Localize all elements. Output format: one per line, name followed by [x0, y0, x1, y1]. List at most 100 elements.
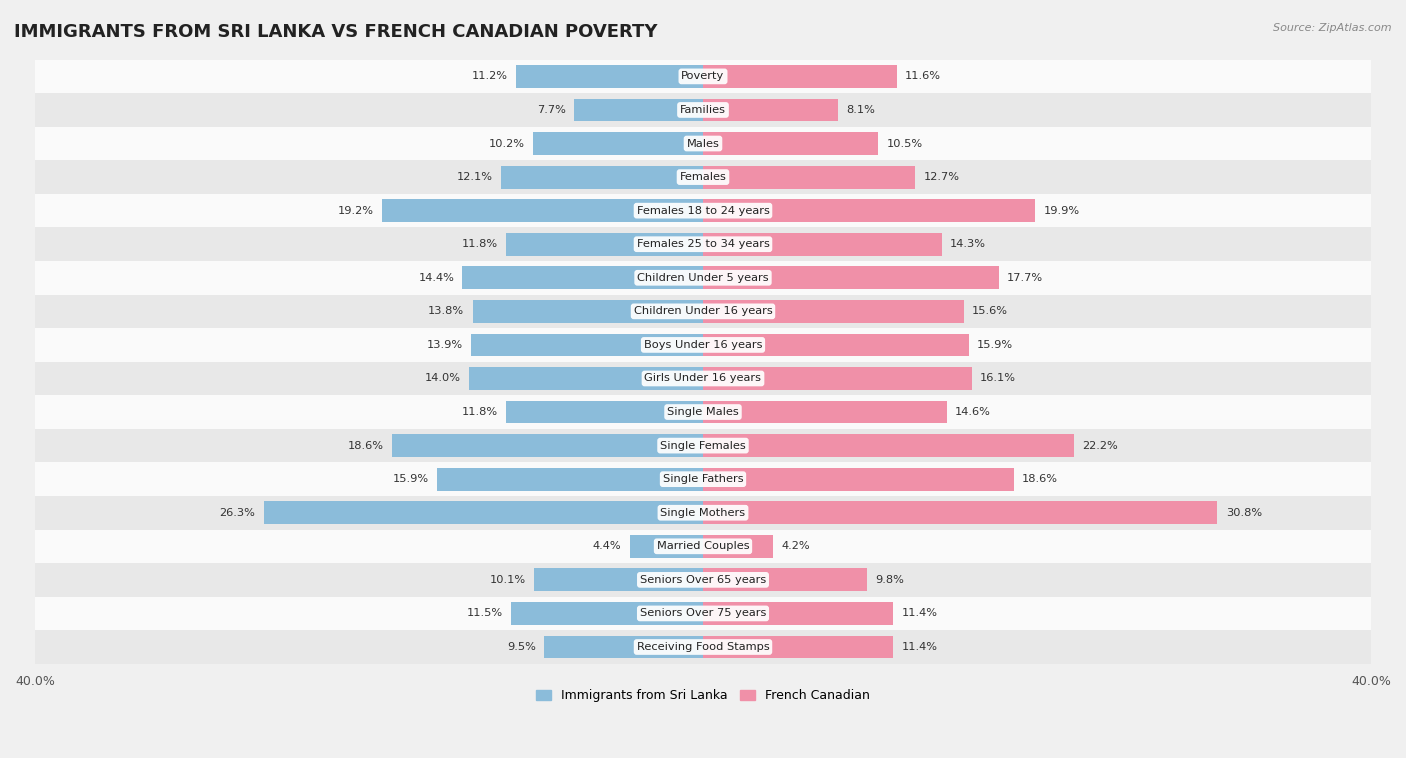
Bar: [630, 535, 703, 558]
Bar: [516, 65, 703, 88]
Bar: [703, 300, 963, 323]
Bar: [506, 233, 703, 255]
Bar: [703, 233, 942, 255]
Text: 4.4%: 4.4%: [592, 541, 621, 551]
Text: 11.8%: 11.8%: [461, 407, 498, 417]
Text: 11.6%: 11.6%: [905, 71, 941, 81]
Bar: [703, 199, 1035, 222]
Bar: [472, 300, 703, 323]
Bar: [437, 468, 703, 490]
Bar: [703, 401, 946, 424]
Text: 11.8%: 11.8%: [461, 240, 498, 249]
Bar: [703, 65, 897, 88]
Bar: [35, 194, 1371, 227]
Text: 30.8%: 30.8%: [1226, 508, 1261, 518]
Text: 16.1%: 16.1%: [980, 374, 1017, 384]
Bar: [575, 99, 703, 121]
Text: Females: Females: [679, 172, 727, 182]
Text: 7.7%: 7.7%: [537, 105, 567, 115]
Bar: [35, 127, 1371, 160]
Text: 26.3%: 26.3%: [219, 508, 256, 518]
Text: 10.1%: 10.1%: [489, 575, 526, 585]
Text: 19.2%: 19.2%: [337, 205, 374, 216]
Bar: [703, 501, 1218, 524]
Bar: [703, 602, 893, 625]
Text: 18.6%: 18.6%: [1022, 475, 1057, 484]
Text: 12.1%: 12.1%: [457, 172, 492, 182]
Bar: [471, 334, 703, 356]
Bar: [470, 367, 703, 390]
Bar: [703, 636, 893, 659]
Bar: [501, 166, 703, 189]
Text: Females 25 to 34 years: Females 25 to 34 years: [637, 240, 769, 249]
Text: 22.2%: 22.2%: [1083, 440, 1118, 450]
Text: Seniors Over 65 years: Seniors Over 65 years: [640, 575, 766, 585]
Bar: [506, 401, 703, 424]
Bar: [703, 468, 1014, 490]
Bar: [703, 266, 998, 290]
Bar: [544, 636, 703, 659]
Bar: [703, 535, 773, 558]
Text: Females 18 to 24 years: Females 18 to 24 years: [637, 205, 769, 216]
Text: Boys Under 16 years: Boys Under 16 years: [644, 340, 762, 350]
Text: 14.4%: 14.4%: [418, 273, 454, 283]
Text: 17.7%: 17.7%: [1007, 273, 1043, 283]
Bar: [35, 362, 1371, 395]
Text: 9.8%: 9.8%: [875, 575, 904, 585]
Bar: [264, 501, 703, 524]
Text: Single Mothers: Single Mothers: [661, 508, 745, 518]
Bar: [533, 132, 703, 155]
Text: 14.0%: 14.0%: [425, 374, 461, 384]
Text: Single Males: Single Males: [666, 407, 740, 417]
Bar: [35, 630, 1371, 664]
Bar: [392, 434, 703, 457]
Text: 18.6%: 18.6%: [349, 440, 384, 450]
Bar: [35, 295, 1371, 328]
Text: Source: ZipAtlas.com: Source: ZipAtlas.com: [1274, 23, 1392, 33]
Text: Receiving Food Stamps: Receiving Food Stamps: [637, 642, 769, 652]
Bar: [35, 563, 1371, 597]
Bar: [35, 261, 1371, 295]
Bar: [35, 395, 1371, 429]
Text: 11.5%: 11.5%: [467, 609, 502, 619]
Text: 14.6%: 14.6%: [955, 407, 991, 417]
Bar: [510, 602, 703, 625]
Bar: [703, 367, 972, 390]
Legend: Immigrants from Sri Lanka, French Canadian: Immigrants from Sri Lanka, French Canadi…: [531, 684, 875, 707]
Text: 15.9%: 15.9%: [392, 475, 429, 484]
Text: Seniors Over 75 years: Seniors Over 75 years: [640, 609, 766, 619]
Bar: [35, 160, 1371, 194]
Text: 11.4%: 11.4%: [901, 642, 938, 652]
Bar: [534, 568, 703, 591]
Bar: [703, 132, 879, 155]
Bar: [703, 99, 838, 121]
Text: IMMIGRANTS FROM SRI LANKA VS FRENCH CANADIAN POVERTY: IMMIGRANTS FROM SRI LANKA VS FRENCH CANA…: [14, 23, 658, 41]
Text: 14.3%: 14.3%: [950, 240, 986, 249]
Text: 15.6%: 15.6%: [972, 306, 1008, 316]
Text: Married Couples: Married Couples: [657, 541, 749, 551]
Text: 4.2%: 4.2%: [782, 541, 810, 551]
Text: Children Under 5 years: Children Under 5 years: [637, 273, 769, 283]
Bar: [35, 496, 1371, 530]
Text: 11.4%: 11.4%: [901, 609, 938, 619]
Bar: [35, 530, 1371, 563]
Text: Single Females: Single Females: [661, 440, 745, 450]
Text: 10.2%: 10.2%: [488, 139, 524, 149]
Text: Girls Under 16 years: Girls Under 16 years: [644, 374, 762, 384]
Bar: [35, 60, 1371, 93]
Bar: [703, 434, 1074, 457]
Bar: [35, 93, 1371, 127]
Bar: [35, 328, 1371, 362]
Text: 19.9%: 19.9%: [1043, 205, 1080, 216]
Text: 13.8%: 13.8%: [427, 306, 464, 316]
Text: 15.9%: 15.9%: [977, 340, 1014, 350]
Text: 11.2%: 11.2%: [471, 71, 508, 81]
Text: 12.7%: 12.7%: [924, 172, 959, 182]
Bar: [703, 166, 915, 189]
Text: 10.5%: 10.5%: [887, 139, 922, 149]
Bar: [703, 334, 969, 356]
Text: 9.5%: 9.5%: [508, 642, 536, 652]
Text: Families: Families: [681, 105, 725, 115]
Bar: [703, 568, 866, 591]
Text: Single Fathers: Single Fathers: [662, 475, 744, 484]
